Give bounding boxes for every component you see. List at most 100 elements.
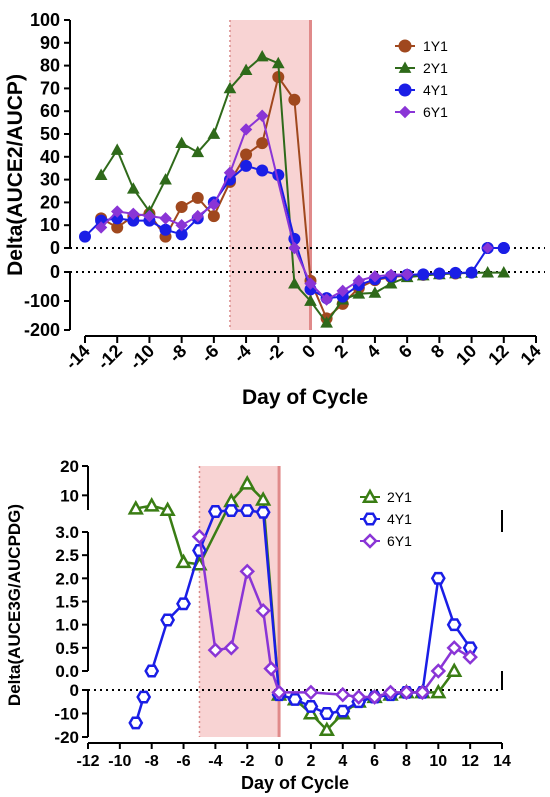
data-point-2Y1 bbox=[110, 143, 124, 155]
y-tick-label: 100 bbox=[30, 10, 60, 30]
x-tick-label: 4 bbox=[338, 753, 347, 770]
data-point-6Y1 bbox=[191, 209, 204, 223]
data-point-4Y1 bbox=[287, 692, 303, 706]
data-point-6Y1 bbox=[366, 689, 383, 705]
legend-label: 2Y1 bbox=[423, 60, 448, 76]
y-tick-label: 2.0 bbox=[55, 569, 79, 588]
y-tick-label: 80 bbox=[40, 56, 60, 76]
legend-label: 4Y1 bbox=[387, 511, 412, 527]
data-point-6Y1 bbox=[239, 563, 255, 580]
data-point-6Y1 bbox=[462, 649, 478, 665]
data-point-6Y1 bbox=[446, 640, 462, 656]
x-tick-label: 12 bbox=[461, 753, 479, 770]
data-point-6Y1 bbox=[207, 642, 224, 658]
data-point-6Y1 bbox=[430, 663, 447, 679]
data-point-2Y1 bbox=[239, 475, 256, 490]
data-point-6Y1 bbox=[303, 684, 319, 701]
y-tick-label: 60 bbox=[40, 101, 60, 121]
y-tick-label: 40 bbox=[40, 147, 60, 167]
data-point-6Y1 bbox=[127, 207, 140, 221]
y-tick-label: 0.0 bbox=[55, 662, 79, 681]
data-point-4Y1 bbox=[207, 505, 223, 518]
x-tick-label: 14 bbox=[517, 341, 545, 369]
y-tick-label: 90 bbox=[40, 33, 60, 53]
legend-label: 2Y1 bbox=[387, 489, 412, 505]
legend-marker bbox=[362, 512, 378, 526]
data-point-6Y1 bbox=[320, 293, 333, 306]
x-tick-label: 6 bbox=[370, 753, 379, 770]
data-point-2Y1 bbox=[430, 683, 447, 699]
legend-marker bbox=[362, 533, 378, 549]
data-point-6Y1 bbox=[159, 212, 172, 225]
data-point-6Y1 bbox=[336, 284, 349, 298]
data-point-2Y1 bbox=[159, 501, 176, 517]
legend-label: 4Y1 bbox=[423, 82, 448, 98]
x-tick-label: -10 bbox=[108, 753, 131, 770]
data-point-2Y1 bbox=[126, 182, 140, 194]
data-point-4Y1 bbox=[255, 505, 271, 519]
x-tick-label: -14 bbox=[61, 341, 94, 374]
data-point-4Y1 bbox=[497, 242, 510, 254]
data-point-2Y1 bbox=[288, 277, 301, 289]
y-tick-label: -10 bbox=[54, 705, 79, 724]
data-point-1Y1 bbox=[240, 148, 253, 161]
data-point-2Y1 bbox=[159, 173, 172, 185]
legend-marker bbox=[361, 488, 379, 504]
data-point-6Y1 bbox=[94, 221, 108, 234]
data-point-4Y1 bbox=[136, 690, 152, 704]
x-tick-label: -2 bbox=[240, 753, 254, 770]
x-tick-label: -6 bbox=[176, 753, 190, 770]
y-tick-label: 10 bbox=[40, 215, 60, 235]
data-point-2Y1 bbox=[255, 49, 269, 62]
data-point-4Y1 bbox=[319, 707, 335, 720]
legend-marker bbox=[398, 105, 412, 119]
data-point-4Y1 bbox=[465, 266, 478, 279]
x-tick-label: 0 bbox=[298, 341, 319, 362]
data-point-1Y1 bbox=[191, 191, 204, 204]
data-point-6Y1 bbox=[350, 689, 367, 705]
data-point-2Y1 bbox=[368, 286, 382, 298]
data-point-6Y1 bbox=[255, 109, 269, 122]
data-point-6Y1 bbox=[223, 640, 240, 656]
y-tick-label: -200 bbox=[24, 320, 60, 340]
data-point-4Y1 bbox=[335, 704, 351, 718]
y-tick-label: 3.0 bbox=[55, 523, 79, 542]
x-axis-title: Day of Cycle bbox=[241, 773, 349, 793]
data-point-6Y1 bbox=[255, 602, 271, 619]
data-point-4Y1 bbox=[433, 267, 446, 280]
data-point-6Y1 bbox=[481, 242, 494, 254]
data-point-6Y1 bbox=[143, 209, 156, 223]
y-tick-label: 0 bbox=[70, 681, 79, 700]
y-tick-label: 0 bbox=[50, 238, 60, 258]
data-point-2Y1 bbox=[302, 704, 320, 720]
x-tick-label: 8 bbox=[427, 341, 448, 362]
data-point-6Y1 bbox=[207, 198, 221, 211]
y-tick-label: 0 bbox=[50, 262, 60, 282]
data-point-2Y1 bbox=[271, 56, 285, 69]
data-point-6Y1 bbox=[223, 166, 237, 179]
data-point-2Y1 bbox=[320, 316, 333, 328]
data-point-6Y1 bbox=[368, 270, 382, 283]
legend-marker bbox=[398, 39, 412, 53]
data-point-2Y1 bbox=[352, 287, 366, 299]
data-point-2Y1 bbox=[481, 266, 495, 278]
data-point-2Y1 bbox=[175, 553, 192, 569]
data-point-6Y1 bbox=[111, 205, 124, 218]
data-point-2Y1 bbox=[127, 499, 144, 515]
y-tick-label: 1.0 bbox=[55, 616, 79, 635]
data-point-1Y1 bbox=[256, 137, 269, 150]
data-point-6Y1 bbox=[414, 684, 431, 701]
x-tick-label: -2 bbox=[262, 341, 287, 366]
data-point-6Y1 bbox=[175, 218, 188, 232]
data-point-2Y1 bbox=[223, 81, 237, 94]
data-point-4Y1 bbox=[192, 544, 207, 557]
data-point-2Y1 bbox=[191, 145, 205, 158]
data-point-2Y1 bbox=[497, 266, 511, 278]
x-tick-label: -4 bbox=[229, 341, 254, 366]
y-tick-label: -100 bbox=[24, 291, 60, 311]
data-point-6Y1 bbox=[335, 686, 351, 703]
legend-label: 6Y1 bbox=[387, 533, 412, 549]
data-point-4Y1 bbox=[223, 504, 239, 518]
legend-label: 6Y1 bbox=[423, 104, 448, 120]
